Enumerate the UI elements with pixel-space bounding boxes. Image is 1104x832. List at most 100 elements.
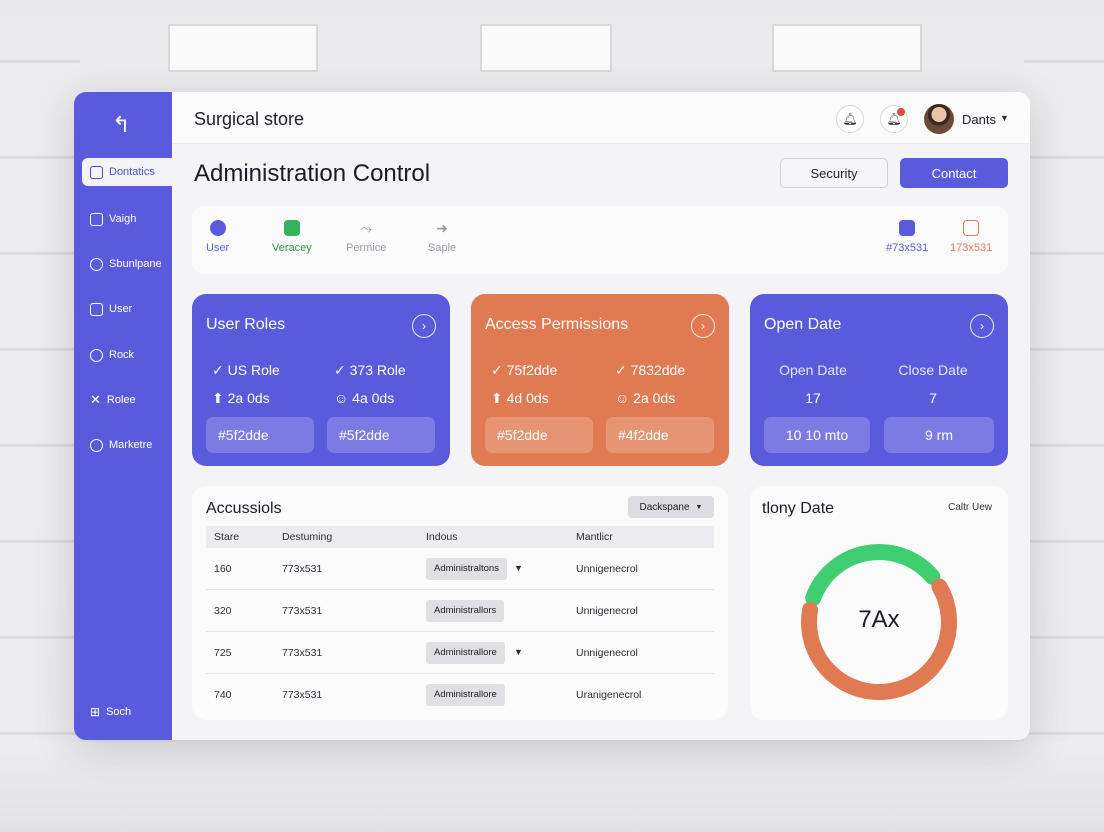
person-icon: [90, 348, 103, 362]
table-row[interactable]: 740 773x531 Administrallore Uranigenecro…: [206, 674, 714, 716]
tab-user[interactable]: User: [206, 220, 229, 254]
app-title: Surgical store: [194, 109, 305, 129]
stat-permission-2: ✓ 7832dde: [615, 362, 686, 378]
cell-mantlicr: Unnigenecrol: [576, 605, 638, 617]
sidebar-item-label: Soch: [106, 706, 132, 718]
table-row[interactable]: 725 773x531 Administrallore ▼ Unnigenecr…: [206, 632, 714, 674]
tab-veracey[interactable]: Veracey: [272, 220, 312, 254]
background-shelf-left: [0, 60, 80, 832]
tab-saple[interactable]: ➜ Saple: [428, 220, 456, 254]
role-select[interactable]: Administrallore: [426, 684, 505, 706]
stat-days-1: ⬆ 4d 0ds: [491, 390, 549, 406]
color-pill[interactable]: #4f2dde: [606, 417, 714, 453]
sidebar-item-rock[interactable]: Rock: [82, 341, 172, 369]
color-pill[interactable]: #5f2dde: [206, 417, 314, 453]
notification-bell-icon: 🔔︎: [886, 112, 902, 126]
sidebar-item-label: Rolee: [106, 394, 136, 406]
chevron-right-icon[interactable]: ›: [412, 314, 436, 338]
chevron-right-icon[interactable]: ›: [691, 314, 715, 338]
color-pill[interactable]: #5f2dde: [327, 417, 435, 453]
main-content: Surgical store 🔔︎ 🔔︎ Dants ▼ Administrat…: [172, 92, 1030, 740]
accessions-table-card: Accussiols Dackspane ▼ Stare Destuming I…: [192, 486, 728, 720]
back-arrow-icon[interactable]: ↰: [112, 112, 131, 137]
stat-days-2: ☺ 2a 0ds: [615, 390, 676, 406]
document-stack-icon: [899, 220, 916, 236]
tab-label: Saple: [428, 242, 457, 254]
card-title: Access Permissions: [485, 316, 629, 333]
share-icon: ⤳: [360, 220, 372, 236]
column-header[interactable]: Destuming: [282, 531, 333, 543]
cell-mantlicr: Uranigenecrol: [576, 689, 642, 701]
background-floor: [0, 742, 1104, 832]
card-title: Open Date: [764, 316, 842, 333]
user-name[interactable]: Dants: [962, 112, 996, 127]
notifications-button[interactable]: 🔔︎: [880, 105, 908, 133]
chevron-down-icon[interactable]: ▼: [514, 563, 523, 573]
page-title: Administration Control: [194, 160, 431, 187]
user-roles-card[interactable]: User Roles › ✓ US Role ✓ 373 Role ⬆ 2a 0…: [192, 294, 450, 466]
sidebar-item-sbunlpane[interactable]: Sbunlpane: [82, 250, 172, 278]
chevron-right-icon[interactable]: ›: [970, 314, 994, 338]
close-date-label: Close Date: [898, 362, 968, 378]
role-select[interactable]: Administraltons: [426, 558, 507, 580]
cell-destuming: 773x531: [282, 647, 323, 659]
donut-segment-1[interactable]: [801, 578, 957, 700]
cell-mantlicr: Unnigenecrol: [576, 647, 638, 659]
sidebar-item-dontatics[interactable]: Dontatics: [82, 158, 172, 186]
chevron-down-icon[interactable]: ▼: [514, 647, 523, 657]
background-shelf-right: [1024, 60, 1104, 832]
donut-segment-0[interactable]: [805, 544, 941, 607]
security-button[interactable]: Security: [780, 158, 888, 188]
cell-mantlicr: Unnigenecrol: [576, 563, 638, 575]
cell-destuming: 773x531: [282, 605, 323, 617]
sidebar-item-user[interactable]: User: [82, 295, 172, 323]
tab-label: #73x531: [886, 242, 929, 254]
date-pill[interactable]: 9 rm: [884, 417, 994, 453]
cell-destuming: 773x531: [282, 689, 323, 701]
color-pill[interactable]: #5f2dde: [485, 417, 593, 453]
chevron-down-icon[interactable]: ▼: [1000, 113, 1009, 123]
ceiling-light-right: [772, 24, 922, 72]
sidebar-item-vaigh[interactable]: Vaigh: [82, 205, 172, 233]
bell-icon: 🔔︎: [842, 112, 858, 126]
sidebar-item-soch[interactable]: ⊞ Soch: [82, 698, 172, 726]
stat-permission-1: ✓ 75f2dde: [491, 362, 558, 378]
access-permissions-card[interactable]: Access Permissions › ✓ 75f2dde ✓ 7832dde…: [471, 294, 729, 466]
role-select[interactable]: Administrallore: [426, 642, 505, 664]
sidebar: ↰ Dontatics Vaigh Sbunlpane User Rock ✕ …: [74, 92, 172, 740]
sidebar-item-rolee[interactable]: ✕ Rolee: [82, 386, 172, 414]
avatar[interactable]: [924, 104, 954, 134]
open-date-card[interactable]: Open Date › Open Date Close Date 17 7 10…: [750, 294, 1008, 466]
close-date-value: 7: [929, 390, 937, 406]
open-date-label: Open Date: [779, 362, 847, 378]
sidebar-item-label: Dontatics: [109, 166, 155, 178]
top-bar: Surgical store 🔔︎ 🔔︎ Dants ▼: [172, 92, 1030, 144]
contact-button[interactable]: Contact: [900, 158, 1008, 188]
stat-days-1: ⬆ 2a 0ds: [212, 390, 270, 406]
mail-icon: [90, 302, 103, 316]
app-window: ↰ Dontatics Vaigh Sbunlpane User Rock ✕ …: [74, 92, 1030, 740]
view-link[interactable]: Caltr Uew: [948, 502, 992, 513]
sidebar-item-marketre[interactable]: Marketre: [82, 431, 172, 459]
date-pill[interactable]: 10 10 mto: [764, 417, 870, 453]
table-row[interactable]: 320 773x531 Administrallors Unnigenecrol: [206, 590, 714, 632]
table-filter-dropdown[interactable]: Dackspane ▼: [628, 496, 714, 518]
card-title: User Roles: [206, 316, 286, 333]
column-header[interactable]: Indous: [426, 531, 458, 543]
table-row[interactable]: 160 773x531 Administraltons ▼ Unnigenecr…: [206, 548, 714, 590]
sidebar-item-label: Marketre: [109, 439, 153, 451]
tab-173x531[interactable]: 173x531: [950, 220, 992, 254]
column-header[interactable]: Mantlicr: [576, 531, 613, 543]
chart-icon: [90, 257, 103, 271]
tab-bar: User Veracey ⤳ Permice ➜ Saple #73x531 1…: [192, 206, 1008, 274]
tab-73x531[interactable]: #73x531: [886, 220, 928, 254]
sidebar-item-label: User: [109, 303, 133, 315]
table-header-row: Stare Destuming Indous Mantlicr: [206, 526, 714, 548]
column-header[interactable]: Stare: [214, 531, 240, 543]
bell-button[interactable]: 🔔︎: [836, 105, 864, 133]
cell-stare: 725: [214, 647, 232, 659]
ceiling-light-center: [480, 24, 612, 72]
tab-permice[interactable]: ⤳ Permice: [346, 220, 386, 254]
cell-stare: 740: [214, 689, 232, 701]
role-select[interactable]: Administrallors: [426, 600, 505, 622]
